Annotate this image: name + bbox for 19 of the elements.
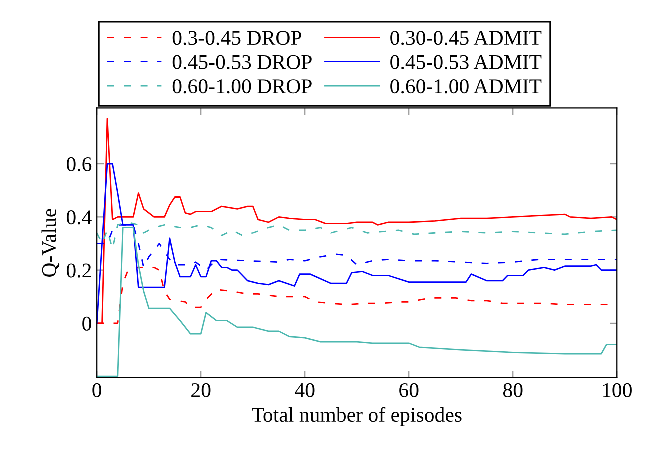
legend-label: 0.30-0.45 ADMIT [390, 31, 542, 46]
legend-label: 0.45-0.53 ADMIT [390, 55, 542, 70]
legend-label: 0.3-0.45 DROP [172, 31, 302, 46]
line-series [97, 163, 618, 324]
x-tick-label: 0 [92, 383, 102, 398]
y-tick-label: 0 [82, 316, 92, 331]
legend-label: 0.60-1.00 DROP [172, 80, 312, 94]
legend-label: 0.60-1.00 ADMIT [390, 80, 542, 94]
x-axis-title: Total number of episodes [252, 407, 462, 426]
x-tick-label: 40 [295, 383, 315, 398]
y-tick-label: 0.6 [66, 157, 92, 172]
x-tick-label: 20 [192, 383, 211, 398]
y-tick-label: 0.4 [66, 210, 92, 225]
y-tick-label: 0.2 [66, 264, 92, 278]
x-tick-label: 100 [603, 383, 632, 398]
legend-label: 0.45-0.53 DROP [172, 55, 312, 70]
x-tick-label: 80 [503, 383, 523, 398]
y-axis-title: Q-Value [42, 209, 60, 277]
x-tick-label: 60 [400, 383, 419, 398]
